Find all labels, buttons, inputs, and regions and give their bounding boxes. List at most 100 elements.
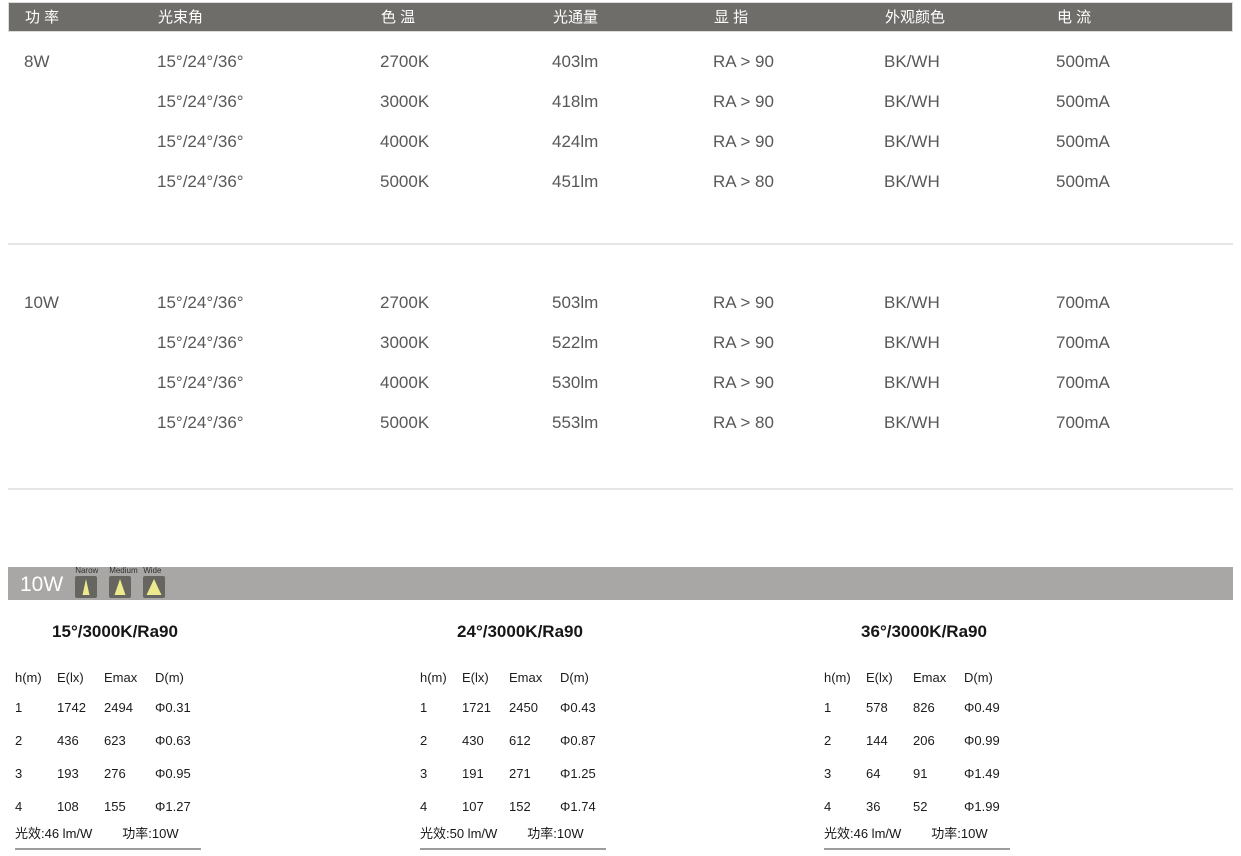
diameter-cell: Φ0.87	[560, 733, 596, 748]
beam-narrow-label: Narow	[75, 566, 99, 575]
power-label: 功率:10W	[122, 826, 179, 841]
table-row: 15°/24°/36° 5000K 451lm RA > 80 BK/WH 50…	[8, 162, 1233, 202]
color-cell: BK/WH	[884, 413, 940, 432]
diameter-cell: Φ0.49	[964, 700, 1000, 715]
table-row: 3 193 276 Φ0.95	[15, 757, 225, 790]
beam-angle-cell: 15°/24°/36°	[157, 413, 244, 432]
wide-beam-icon	[143, 576, 166, 598]
table-row: 1 1742 2494 Φ0.31	[15, 691, 225, 724]
emax-cell: 206	[913, 733, 935, 748]
header-flux: 光通量	[553, 9, 599, 26]
height-cell: 4	[824, 799, 832, 814]
beam-medium: Medium	[109, 566, 138, 600]
cct-cell: 4000K	[380, 132, 430, 151]
emax-cell: 276	[104, 766, 126, 781]
table-footer: 光效:50 lm/W 功率:10W	[420, 825, 606, 850]
photometric-table-15deg: 15°/3000K/Ra90 h(m) E(lx) Emax D(m) 1 17…	[15, 600, 225, 850]
flux-cell: 553lm	[552, 413, 599, 432]
cri-cell: RA > 80	[713, 413, 774, 432]
col-header-height: h(m)	[15, 670, 42, 685]
banner-power-label: 10W	[20, 573, 64, 596]
cri-cell: RA > 90	[713, 333, 774, 352]
elx-cell: 191	[462, 766, 484, 781]
color-cell: BK/WH	[884, 333, 940, 352]
beam-angle-cell: 15°/24°/36°	[157, 333, 244, 352]
beam-medium-label: Medium	[109, 566, 138, 575]
photometric-table-24deg: 24°/3000K/Ra90 h(m) E(lx) Emax D(m) 1 17…	[420, 600, 630, 850]
height-cell: 1	[15, 700, 23, 715]
beam-angle-cell: 15°/24°/36°	[157, 132, 244, 151]
spec-group-8w: 8W 15°/24°/36° 2700K 403lm RA > 90 BK/WH…	[8, 42, 1233, 202]
emax-cell: 2450	[509, 700, 538, 715]
elx-cell: 430	[462, 733, 484, 748]
power-cell	[8, 82, 157, 122]
flux-cell: 503lm	[552, 293, 599, 312]
flux-cell: 522lm	[552, 333, 599, 352]
cct-cell: 5000K	[380, 413, 430, 432]
col-header-elx: E(lx)	[866, 670, 893, 685]
table-footer: 光效:46 lm/W 功率:10W	[15, 825, 201, 850]
height-cell: 3	[15, 766, 23, 781]
power-cell: 10W	[24, 293, 59, 312]
diameter-cell: Φ1.99	[964, 799, 1000, 814]
col-header-height: h(m)	[824, 670, 851, 685]
col-header-diameter: D(m)	[155, 670, 184, 685]
elx-cell: 36	[866, 799, 881, 814]
diameter-cell: Φ1.74	[560, 799, 596, 814]
height-cell: 2	[824, 733, 832, 748]
table-row: 4 108 155 Φ1.27	[15, 790, 225, 823]
color-cell: BK/WH	[884, 132, 940, 151]
elx-cell: 107	[462, 799, 484, 814]
power-cell	[8, 122, 157, 162]
emax-cell: 2494	[104, 700, 133, 715]
cri-cell: RA > 90	[713, 92, 774, 111]
spec-group-10w: 10W 15°/24°/36° 2700K 503lm RA > 90 BK/W…	[8, 283, 1233, 443]
table-row: 2 430 612 Φ0.87	[420, 724, 630, 757]
col-header-diameter: D(m)	[964, 670, 993, 685]
power-cell	[8, 162, 157, 202]
elx-cell: 144	[866, 733, 888, 748]
color-cell: BK/WH	[884, 373, 940, 392]
height-cell: 1	[420, 700, 428, 715]
diameter-cell: Φ0.99	[964, 733, 1000, 748]
table-body: 1 1721 2450 Φ0.43 2 430 612 Φ0.87 3 191 …	[420, 691, 630, 823]
col-header-emax: Emax	[913, 670, 947, 685]
col-header-elx: E(lx)	[462, 670, 489, 685]
cct-cell: 3000K	[380, 333, 430, 352]
table-body: 1 578 826 Φ0.49 2 144 206 Φ0.99 3 64 91 …	[824, 691, 1034, 823]
efficacy-label: 光效:46 lm/W	[824, 826, 902, 841]
efficacy-label: 光效:50 lm/W	[420, 826, 498, 841]
table-row: 10W 15°/24°/36° 2700K 503lm RA > 90 BK/W…	[8, 283, 1233, 323]
height-cell: 3	[824, 766, 832, 781]
color-cell: BK/WH	[884, 172, 940, 191]
col-header-height: h(m)	[420, 670, 447, 685]
height-cell: 2	[15, 733, 23, 748]
table-row: 1 1721 2450 Φ0.43	[420, 691, 630, 724]
cri-cell: RA > 90	[713, 132, 774, 151]
cri-cell: RA > 80	[713, 172, 774, 191]
cct-cell: 3000K	[380, 92, 430, 111]
power-label: 功率:10W	[527, 826, 584, 841]
col-header-diameter: D(m)	[560, 670, 589, 685]
height-cell: 1	[824, 700, 832, 715]
photometric-tables: 15°/3000K/Ra90 h(m) E(lx) Emax D(m) 1 17…	[0, 600, 1241, 856]
power-label: 功率:10W	[931, 826, 988, 841]
table-row: 4 107 152 Φ1.74	[420, 790, 630, 823]
flux-cell: 424lm	[552, 132, 599, 151]
header-current: 电 流	[1057, 9, 1092, 26]
color-cell: BK/WH	[884, 92, 940, 111]
height-cell: 3	[420, 766, 428, 781]
diameter-cell: Φ0.31	[155, 700, 191, 715]
cri-cell: RA > 90	[713, 52, 774, 71]
beam-wide-label: Wide	[143, 566, 162, 575]
elx-cell: 108	[57, 799, 79, 814]
height-cell: 2	[420, 733, 428, 748]
height-cell: 4	[420, 799, 428, 814]
diameter-cell: Φ0.95	[155, 766, 191, 781]
power-cell: 8W	[24, 52, 50, 71]
efficacy-label: 光效:46 lm/W	[15, 826, 93, 841]
emax-cell: 152	[509, 799, 531, 814]
spec-table-header-row: 功 率 光束角 色 温 光通量 显 指 外观颜色 电 流	[8, 2, 1233, 32]
flux-cell: 530lm	[552, 373, 599, 392]
table-title: 24°/3000K/Ra90	[457, 622, 583, 641]
